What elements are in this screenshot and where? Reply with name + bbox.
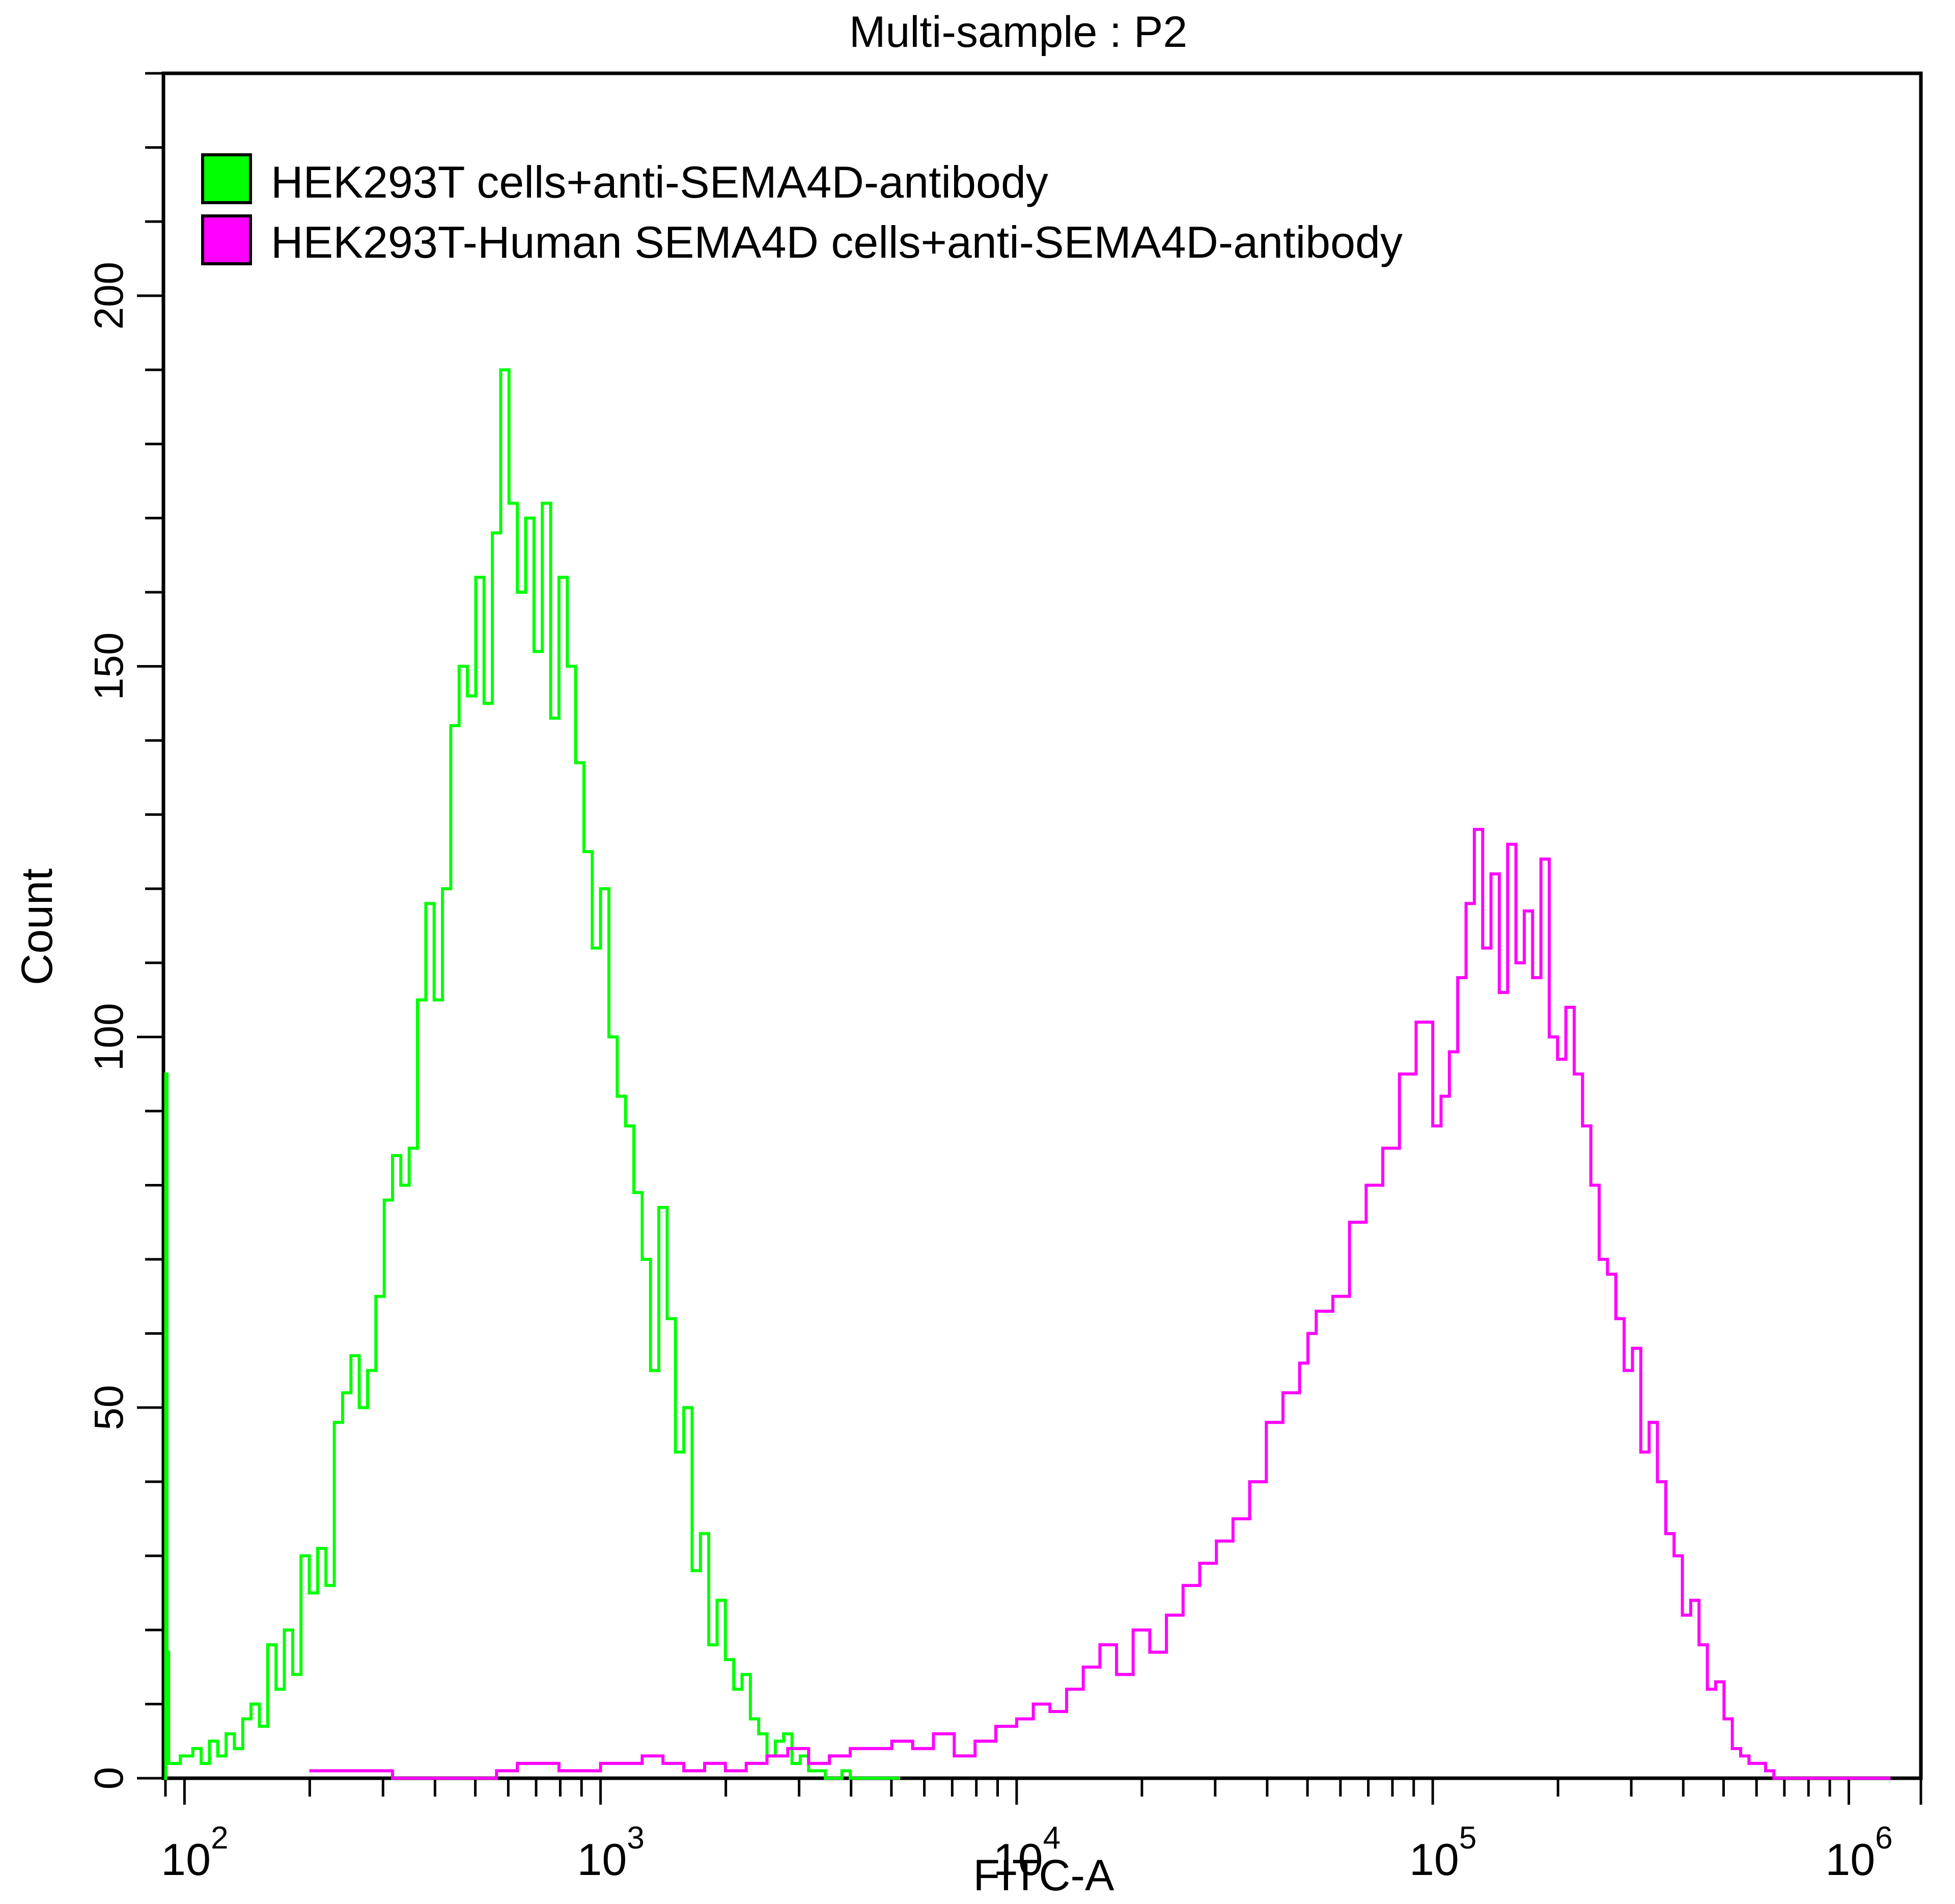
y-tick-label: 200 [86, 262, 131, 329]
y-axis: 0 50 100 150 200 [86, 72, 163, 1790]
x-tick-label: 102 [161, 1820, 228, 1885]
y-axis-label: Count [13, 868, 62, 985]
y-tick-label: 0 [86, 1767, 131, 1790]
legend-swatch-magenta [201, 214, 252, 265]
x-tick-label: 103 [577, 1820, 644, 1885]
legend-label-magenta: HEK293T-Human SEMA4D cells+anti-SEMA4D-a… [271, 217, 1403, 267]
y-tick-label: 100 [86, 1003, 131, 1071]
series-layer [164, 368, 1891, 1780]
series-hek293t-sema4d [309, 827, 1891, 1780]
chart-title: Multi-sample : P2 [849, 8, 1187, 57]
series-hek293t-control [164, 368, 901, 1780]
legend-swatch-green [201, 153, 252, 204]
plot-frame [161, 71, 1923, 1780]
y-tick-label: 50 [86, 1385, 131, 1430]
legend: HEK293T cells+anti-SEMA4D-antibody HEK29… [201, 153, 1403, 267]
plot-border [161, 71, 1923, 1780]
y-tick-label: 150 [86, 632, 131, 700]
legend-label-green: HEK293T cells+anti-SEMA4D-antibody [271, 157, 1048, 207]
x-tick-label: 106 [1825, 1820, 1892, 1885]
x-tick-label: 105 [1409, 1820, 1476, 1885]
x-axis-label: FITC-A [973, 1851, 1114, 1900]
